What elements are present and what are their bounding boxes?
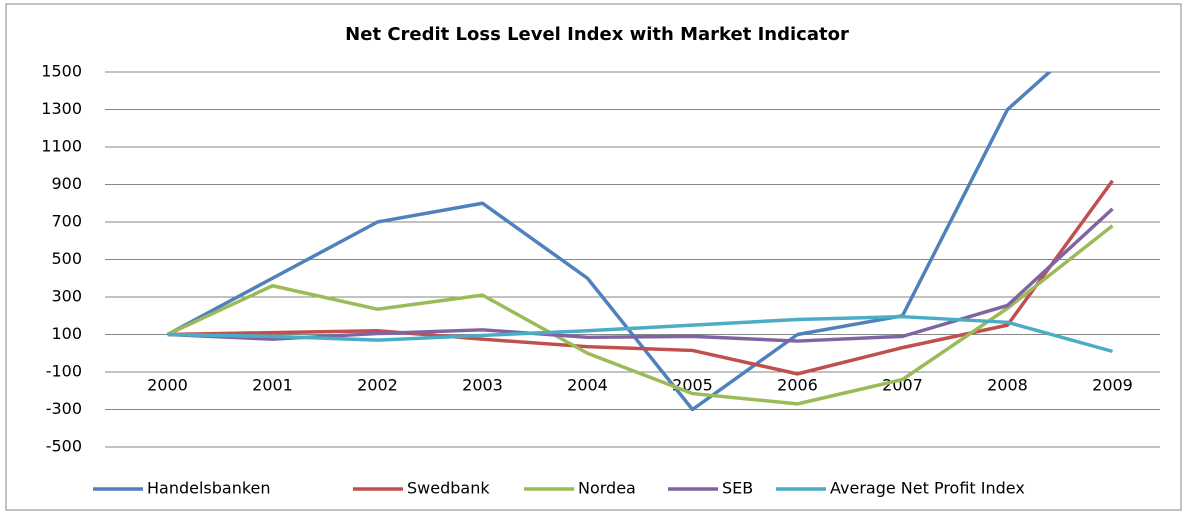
chart-border <box>5 3 1182 511</box>
x-tick-label: 2006 <box>777 376 818 395</box>
x-tick-label: 2003 <box>462 376 503 395</box>
y-tick-label: 1300 <box>41 99 82 118</box>
y-tick-label: 900 <box>51 174 82 193</box>
chart-title: Net Credit Loss Level Index with Market … <box>345 24 849 45</box>
series-line <box>167 314 1113 354</box>
legend-label: Nordea <box>578 479 636 498</box>
y-tick-label: 500 <box>51 249 82 268</box>
legend-label: Swedbank <box>407 479 490 498</box>
x-tick-label: 2001 <box>252 376 293 395</box>
series-line <box>166 72 1053 412</box>
y-tick-label: 1500 <box>41 62 82 81</box>
x-tick-label: 2002 <box>357 376 398 395</box>
legend-label: Handelsbanken <box>147 479 271 498</box>
y-tick-label: 1100 <box>41 137 82 156</box>
series-line <box>167 179 1114 376</box>
y-tick-label: 100 <box>51 324 82 343</box>
x-tick-label: 2008 <box>987 376 1028 395</box>
legend-label: SEB <box>722 479 753 498</box>
x-tick-label: 2009 <box>1092 376 1133 395</box>
x-tick-label: 2000 <box>147 376 188 395</box>
x-tick-label: 2004 <box>567 376 608 395</box>
y-tick-label: -300 <box>46 399 82 418</box>
legend-label: Average Net Profit Index <box>830 479 1025 498</box>
y-tick-label: 300 <box>51 287 82 306</box>
y-tick-label: -500 <box>46 437 82 456</box>
y-tick-label: 700 <box>51 212 82 231</box>
y-tick-label: -100 <box>46 362 82 381</box>
plot-area <box>166 72 1114 412</box>
series-line <box>166 224 1114 406</box>
